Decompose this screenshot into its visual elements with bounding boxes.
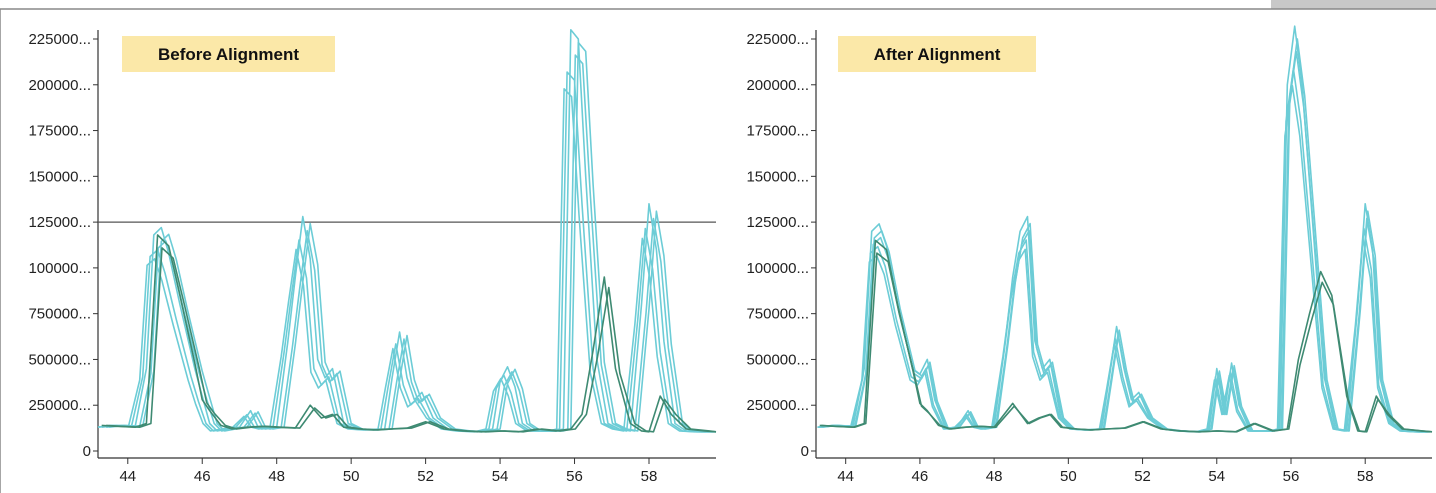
before-x-tick-label: 48 — [268, 468, 285, 485]
after-y-tick-label: 225000... — [746, 31, 809, 48]
before-y-tick-label: 150000... — [28, 168, 91, 185]
after-y-tick-label: 125000... — [746, 214, 809, 231]
after-y-tick-label: 250000... — [746, 397, 809, 414]
before-chart-title: Before Alignment — [158, 45, 299, 64]
after-y-tick-label: 0 — [801, 443, 809, 460]
after-series-cyan-trace-4 — [817, 84, 1426, 433]
before-alignment-panel: 0 250000... 500000... 750000... 100000... 125… — [28, 28, 717, 485]
before-x-tick-label: 52 — [417, 468, 434, 485]
after-y-tick-label: 200000... — [746, 77, 809, 94]
after-x-tick-label: 46 — [912, 468, 929, 485]
after-x-tick-label: 54 — [1208, 468, 1225, 485]
corner-tab — [1271, 0, 1436, 9]
after-series-green-trace-1 — [821, 252, 1433, 433]
before-series-cyan-trace-2 — [97, 71, 709, 433]
after-chart-title: After Alignment — [874, 45, 1001, 64]
before-y-tick-label: 500000... — [28, 351, 91, 368]
before-x-tick-label: 44 — [119, 468, 136, 485]
before-y-tick-label: 250000... — [28, 397, 91, 414]
before-series-cyan-trace-3 — [109, 41, 716, 433]
before-y-tick-label: 125000... — [28, 214, 91, 231]
after-x-tick-label: 44 — [837, 468, 854, 485]
after-x-tick-label: 58 — [1357, 468, 1374, 485]
before-y-tick-label: 750000... — [28, 306, 91, 323]
after-x-tick-label: 48 — [986, 468, 1003, 485]
after-x-tick-label: 52 — [1134, 468, 1151, 485]
before-series-cyan-trace-1 — [106, 54, 716, 433]
before-y-tick-label: 0 — [83, 443, 91, 460]
after-y-tick-label: 150000... — [746, 168, 809, 185]
after-y-tick-label: 175000... — [746, 123, 809, 140]
before-y-tick-label: 200000... — [28, 77, 91, 94]
after-series-cyan-trace-2 — [818, 67, 1427, 433]
after-y-tick-label: 750000... — [746, 306, 809, 323]
before-x-tick-label: 58 — [641, 468, 658, 485]
after-x-tick-label: 50 — [1060, 468, 1077, 485]
before-y-tick-label: 100000... — [28, 260, 91, 277]
after-series-cyan-trace-1 — [821, 50, 1430, 433]
after-y-tick-label: 500000... — [746, 351, 809, 368]
before-y-tick-label: 225000... — [28, 31, 91, 48]
before-series-cyan-trace-4 — [97, 88, 706, 433]
after-series-cyan-trace-3 — [822, 38, 1431, 433]
before-x-tick-label: 56 — [566, 468, 583, 485]
before-x-tick-label: 46 — [194, 468, 211, 485]
before-series-green-trace-1 — [106, 247, 717, 433]
before-title-box — [122, 36, 335, 72]
before-y-tick-label: 175000... — [28, 123, 91, 140]
after-alignment-panel: 0 250000... 500000... 750000... 100000... 125… — [746, 25, 1433, 485]
after-title-box — [838, 36, 1036, 72]
before-x-tick-label: 54 — [492, 468, 509, 485]
before-x-tick-label: 50 — [343, 468, 360, 485]
after-y-tick-label: 100000... — [746, 260, 809, 277]
after-x-tick-label: 56 — [1283, 468, 1300, 485]
